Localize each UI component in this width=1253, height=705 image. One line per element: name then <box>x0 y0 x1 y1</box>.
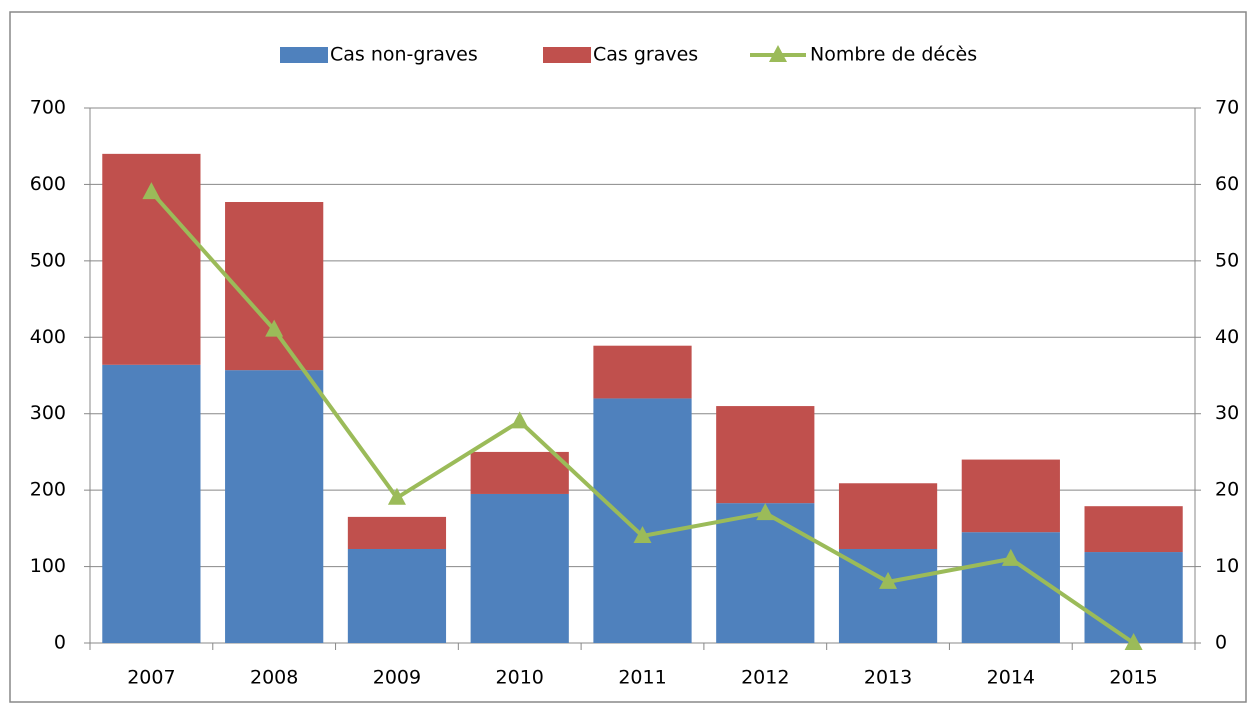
x-tick-label: 2011 <box>618 667 666 689</box>
y-tick-label: 300 <box>30 402 66 424</box>
bar <box>347 516 447 549</box>
line-marker <box>756 503 775 521</box>
y-tick-label: 200 <box>30 479 66 501</box>
bar <box>961 459 1060 533</box>
legend-label: Cas non-graves <box>330 44 478 66</box>
x-tick-label: 2008 <box>250 667 298 689</box>
legend-swatch <box>543 47 591 63</box>
legend-label: Nombre de décès <box>810 44 977 66</box>
x-tick-label: 2010 <box>496 667 544 689</box>
bar <box>961 532 1060 643</box>
bar <box>225 202 324 371</box>
bar <box>225 370 324 643</box>
legend-swatch <box>280 47 328 63</box>
line-marker <box>879 571 898 589</box>
line-marker <box>265 319 284 337</box>
y2-tick-label: 50 <box>1215 249 1239 271</box>
bar <box>716 503 815 643</box>
x-tick-label: 2009 <box>373 667 421 689</box>
y2-tick-label: 0 <box>1215 632 1227 654</box>
line-marker <box>1124 633 1143 650</box>
x-tick-label: 2012 <box>741 667 789 689</box>
line-marker <box>1001 548 1020 566</box>
y2-tick-label: 10 <box>1215 555 1239 577</box>
y-tick-label: 400 <box>30 326 66 348</box>
x-tick-label: 2015 <box>1109 667 1157 689</box>
bar <box>347 548 447 643</box>
bar <box>593 398 692 643</box>
line-marker <box>510 411 529 429</box>
y-tick-label: 0 <box>54 632 66 654</box>
bar <box>1084 552 1183 643</box>
line-marker <box>142 182 161 200</box>
x-tick-label: 2007 <box>127 667 175 689</box>
bar <box>102 364 201 643</box>
y2-tick-label: 20 <box>1215 479 1239 501</box>
legend-marker <box>769 45 787 62</box>
legend-label: Cas graves <box>593 44 698 66</box>
line-marker <box>387 487 406 505</box>
bar <box>593 345 692 399</box>
y-tick-label: 700 <box>30 97 66 119</box>
y2-tick-label: 60 <box>1215 173 1239 195</box>
x-tick-label: 2013 <box>864 667 912 689</box>
bar <box>470 451 569 494</box>
y2-tick-label: 30 <box>1215 402 1239 424</box>
y-tick-label: 100 <box>30 555 66 577</box>
bar <box>1084 506 1183 553</box>
line-marker <box>633 526 652 543</box>
y-tick-label: 600 <box>30 173 66 195</box>
y2-tick-label: 70 <box>1215 97 1239 119</box>
bar <box>838 483 938 549</box>
bar <box>716 406 815 504</box>
y-tick-label: 500 <box>30 249 66 271</box>
y2-tick-label: 40 <box>1215 326 1239 348</box>
bar <box>470 493 569 643</box>
x-tick-label: 2014 <box>987 667 1035 689</box>
